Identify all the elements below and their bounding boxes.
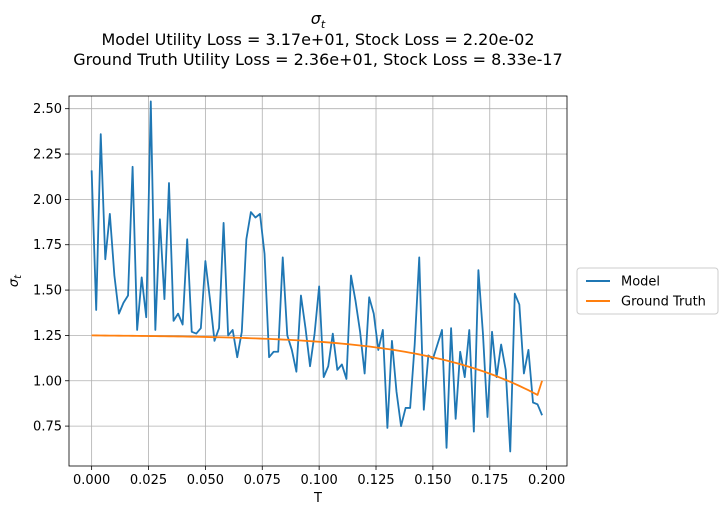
series-line-model: [90, 100, 543, 453]
title-symbol: σ: [311, 9, 322, 28]
y-tick-label: 1.75: [33, 238, 62, 253]
x-tick-label: 0.025: [130, 473, 167, 488]
y-tick-label: 1.00: [33, 374, 62, 389]
y-axis-label-symbol: σ: [7, 278, 22, 287]
x-tick-label: 0.100: [301, 473, 338, 488]
x-tick-label: 0.000: [73, 473, 110, 488]
series-line-ground-truth: [91, 334, 543, 396]
grid-lines: [69, 96, 567, 466]
legend: Model Ground Truth: [576, 267, 719, 315]
title-line-1: σt: [311, 9, 326, 31]
y-tick-label: 2.25: [33, 148, 62, 163]
title-line-2: Model Utility Loss = 3.17e+01, Stock Los…: [102, 30, 535, 49]
x-tick-label: 0.125: [357, 473, 394, 488]
legend-label-ground-truth: Ground Truth: [621, 295, 706, 310]
chart-title: σt Model Utility Loss = 3.17e+01, Stock …: [73, 9, 562, 69]
y-axis-ticks: 0.75 1.00 1.25 1.50 1.75 2.00 2.25 2.50: [33, 102, 69, 435]
x-tick-label: 0.175: [471, 473, 508, 488]
y-tick-label: 0.75: [33, 420, 62, 435]
y-tick-label: 2.50: [33, 102, 62, 117]
series-layer: [90, 100, 543, 453]
x-tick-label: 0.200: [528, 473, 565, 488]
plot-frame: [68, 95, 568, 467]
title-line-3: Ground Truth Utility Loss = 2.36e+01, St…: [73, 50, 562, 69]
y-axis-label: σt: [7, 274, 24, 287]
title-subscript: t: [321, 18, 326, 31]
y-axis-label-subscript: t: [13, 274, 24, 279]
legend-label-model: Model: [621, 275, 660, 290]
legend-box: [576, 267, 719, 315]
x-tick-label: 0.150: [414, 473, 451, 488]
x-axis-ticks: 0.000 0.025 0.050 0.075 0.100 0.125 0.150 0.175…: [73, 466, 565, 488]
y-tick-label: 1.50: [33, 284, 62, 299]
x-axis-label: T: [313, 491, 322, 506]
y-tick-label: 2.00: [33, 193, 62, 208]
x-tick-label: 0.075: [244, 473, 281, 488]
x-tick-label: 0.050: [187, 473, 224, 488]
y-tick-label: 1.25: [33, 329, 62, 344]
